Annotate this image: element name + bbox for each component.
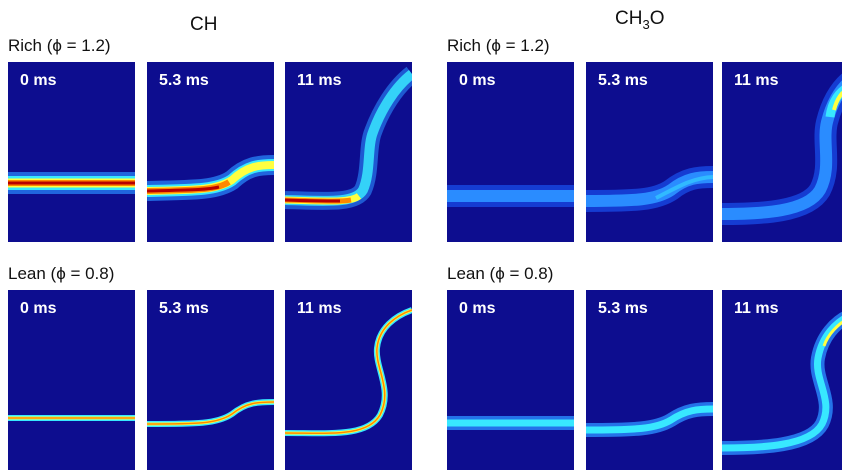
time-label: 0 ms <box>20 72 57 89</box>
front-ch3o-rich-5ms <box>586 166 713 212</box>
panel-ch-lean-5ms: 5.3 ms <box>147 290 274 470</box>
front-ch-lean-11ms <box>285 307 412 437</box>
row-label-lean-ch3o: Lean (ϕ = 0.8) <box>447 264 554 283</box>
time-label: 5.3 ms <box>159 300 209 317</box>
panel-ch3o-rich-0ms: 0 ms <box>447 62 574 242</box>
panel-ch3o-rich-11ms: 11 ms <box>722 62 842 242</box>
front-ch3o-rich-0ms <box>447 185 574 207</box>
row-label-rich-ch3o: Rich (ϕ = 1.2) <box>447 36 550 55</box>
panel-ch-rich-5ms: 5.3 ms <box>147 62 274 242</box>
time-label: 0 ms <box>459 300 496 317</box>
front-ch-rich-11ms <box>285 66 412 210</box>
time-label: 11 ms <box>734 300 779 317</box>
panel-ch3o-lean-0ms: 0 ms <box>447 290 574 470</box>
panel-ch3o-lean-5ms: 5.3 ms <box>586 290 713 470</box>
row-label-lean-ch: Lean (ϕ = 0.8) <box>8 264 115 283</box>
time-label: 0 ms <box>20 300 57 317</box>
front-ch-lean-5ms <box>147 399 274 427</box>
panel-ch-lean-11ms: 11 ms <box>285 290 412 470</box>
front-ch3o-lean-0ms <box>447 416 574 430</box>
column-title-ch3o: CH3O <box>615 8 665 32</box>
front-ch-lean-0ms <box>8 415 135 421</box>
front-ch-rich-5ms <box>147 155 274 201</box>
front-ch3o-lean-5ms <box>586 402 713 437</box>
time-label: 5.3 ms <box>159 72 209 89</box>
front-ch-rich-0ms <box>8 172 135 194</box>
panel-ch-rich-11ms: 11 ms <box>285 62 412 242</box>
time-label: 0 ms <box>459 72 496 89</box>
time-label: 5.3 ms <box>598 300 648 317</box>
front-ch3o-lean-11ms <box>722 311 842 455</box>
row-label-rich-ch: Rich (ϕ = 1.2) <box>8 36 111 55</box>
panel-ch-rich-0ms: 0 ms <box>8 62 135 242</box>
column-title-ch: CH <box>190 14 218 35</box>
panel-ch3o-lean-11ms: 11 ms <box>722 290 842 470</box>
panel-ch-lean-0ms: 0 ms <box>8 290 135 470</box>
time-label: 11 ms <box>297 300 342 317</box>
front-ch3o-rich-11ms <box>722 73 842 225</box>
panel-ch3o-rich-5ms: 5.3 ms <box>586 62 713 242</box>
time-label: 5.3 ms <box>598 72 648 89</box>
time-label: 11 ms <box>734 72 779 89</box>
time-label: 11 ms <box>297 72 342 89</box>
